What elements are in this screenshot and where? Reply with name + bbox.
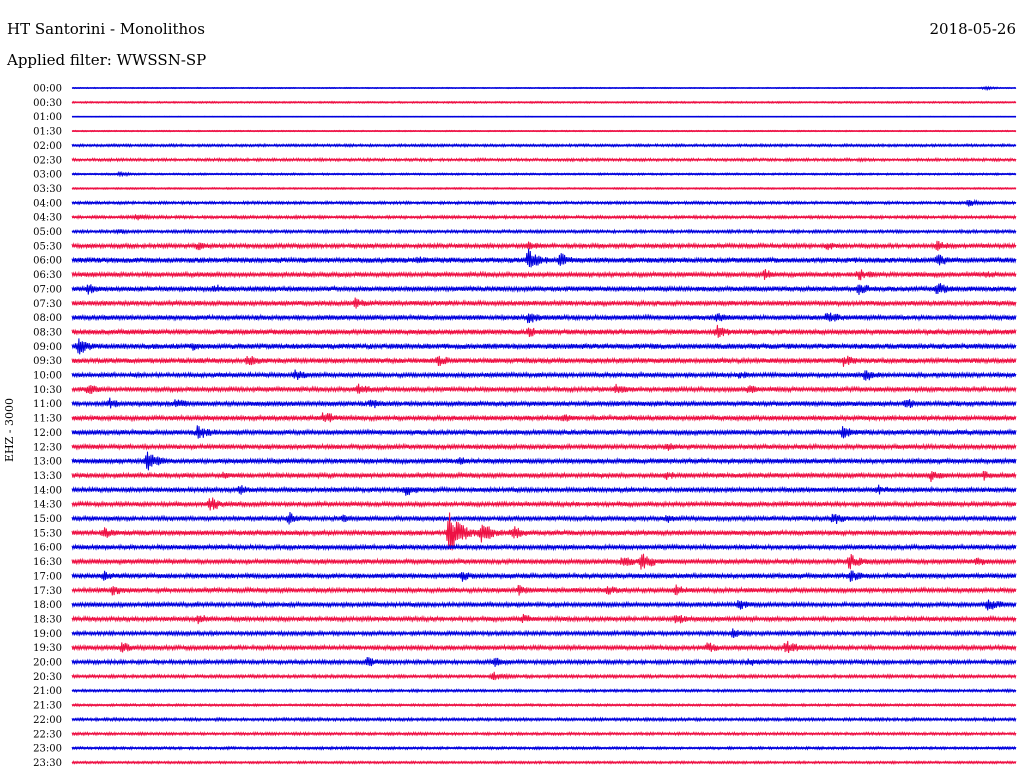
row-label-0600: 06:00 (33, 256, 62, 267)
row-label-1600: 16:00 (33, 543, 62, 554)
row-label-1730: 17:30 (33, 586, 62, 597)
row-label-2200: 22:00 (33, 715, 62, 726)
row-label-2330: 23:30 (33, 758, 62, 769)
row-label-1630: 16:30 (33, 557, 62, 568)
trace-1330 (71, 470, 1017, 482)
row-label-1200: 12:00 (33, 428, 62, 439)
row-label-0430: 04:30 (33, 213, 62, 224)
row-label-1130: 11:30 (33, 414, 62, 425)
row-label-0830: 08:30 (33, 327, 62, 338)
row-label-0800: 08:00 (33, 313, 62, 324)
station-title: HT Santorini - Monolithos (7, 20, 205, 38)
row-label-1530: 15:30 (33, 528, 62, 539)
row-label-0530: 05:30 (33, 241, 62, 252)
trace-rows (71, 85, 1017, 765)
row-label-0100: 01:00 (33, 112, 62, 123)
row-label-0130: 01:30 (33, 127, 62, 138)
row-label-1900: 19:00 (33, 629, 62, 640)
filter-label: Applied filter: WWSSN-SP (7, 51, 207, 69)
row-label-0030: 00:30 (33, 98, 62, 109)
row-label-1330: 13:30 (33, 471, 62, 482)
trace-0930 (71, 355, 1017, 367)
row-label-2300: 23:00 (33, 744, 62, 755)
row-label-1230: 12:30 (33, 442, 62, 453)
row-label-1430: 14:30 (33, 500, 62, 511)
row-label-2000: 20:00 (33, 658, 62, 669)
row-label-2030: 20:30 (33, 672, 62, 683)
row-label-0400: 04:00 (33, 198, 62, 209)
row-label-0730: 07:30 (33, 299, 62, 310)
row-label-0700: 07:00 (33, 284, 62, 295)
row-label-2130: 21:30 (33, 701, 62, 712)
trace-0600 (71, 248, 1017, 268)
row-label-1000: 10:00 (33, 371, 62, 382)
row-label-0500: 05:00 (33, 227, 62, 238)
row-label-0300: 03:00 (33, 170, 62, 181)
row-label-0900: 09:00 (33, 342, 62, 353)
row-label-0200: 02:00 (33, 141, 62, 152)
row-label-1830: 18:30 (33, 614, 62, 625)
row-label-1930: 19:30 (33, 643, 62, 654)
row-label-0330: 03:30 (33, 184, 62, 195)
row-labels: 00:00 00:30 01:00 01:30 02:00 02:30 03:00 03:30… (33, 84, 62, 769)
row-label-1400: 14:00 (33, 485, 62, 496)
row-label-1100: 11:00 (33, 399, 62, 410)
row-label-1500: 15:00 (33, 514, 62, 525)
row-label-0230: 02:30 (33, 155, 62, 166)
row-label-2230: 22:30 (33, 729, 62, 740)
row-label-1030: 10:30 (33, 385, 62, 396)
row-label-0930: 09:30 (33, 356, 62, 367)
row-label-1800: 18:00 (33, 600, 62, 611)
row-label-1300: 13:00 (33, 457, 62, 468)
record-date: 2018-05-26 (929, 20, 1016, 38)
row-label-0000: 00:00 (33, 84, 62, 95)
row-label-1700: 17:00 (33, 571, 62, 582)
row-label-2100: 21:00 (33, 686, 62, 697)
row-label-0630: 06:30 (33, 270, 62, 281)
